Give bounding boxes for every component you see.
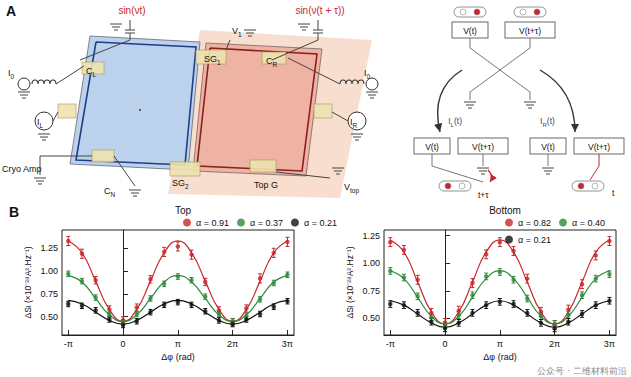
svg-text:CL: CL xyxy=(86,66,97,78)
svg-text:V(t): V(t) xyxy=(541,142,555,152)
svg-text:ΔS: ΔS xyxy=(345,307,355,319)
svg-text:t+τ: t+τ xyxy=(478,190,489,200)
svg-text:π: π xyxy=(175,339,181,349)
svg-text:IR(t): IR(t) xyxy=(540,116,555,128)
svg-text:Bottom: Bottom xyxy=(489,205,521,216)
svg-text:Top G: Top G xyxy=(254,180,278,190)
svg-text:IL: IL xyxy=(37,117,44,129)
svg-text:3π: 3π xyxy=(604,339,615,349)
svg-text:α = 0.40: α = 0.40 xyxy=(572,218,605,228)
svg-text:Vtop: Vtop xyxy=(344,182,359,195)
svg-text:V(t+τ): V(t+τ) xyxy=(472,142,494,152)
svg-text:Δφ (rad): Δφ (rad) xyxy=(161,352,194,362)
svg-text:IL(t): IL(t) xyxy=(448,116,462,128)
svg-text:0: 0 xyxy=(443,339,448,349)
svg-text:2π: 2π xyxy=(549,339,560,349)
svg-text:sin(ν(t + τ)): sin(ν(t + τ)) xyxy=(295,5,344,16)
svg-text:SG2: SG2 xyxy=(172,178,189,190)
svg-text:V(t+τ): V(t+τ) xyxy=(588,142,610,152)
svg-text:I0: I0 xyxy=(364,68,371,80)
svg-text:2π: 2π xyxy=(227,339,238,349)
svg-text:V1: V1 xyxy=(232,26,242,38)
svg-text:V(t+τ): V(t+τ) xyxy=(519,26,541,36)
svg-text:π: π xyxy=(497,339,503,349)
svg-text:-π: -π xyxy=(64,339,73,349)
svg-text:(×10⁻²⁸A².Hz⁻¹): (×10⁻²⁸A².Hz⁻¹) xyxy=(345,246,355,305)
svg-text:0.50: 0.50 xyxy=(40,312,58,322)
svg-text:t: t xyxy=(612,188,615,198)
svg-text:ΔS: ΔS xyxy=(23,307,33,319)
svg-text:3π: 3π xyxy=(282,339,293,349)
svg-text:α = 0.21: α = 0.21 xyxy=(518,235,551,245)
svg-text:A: A xyxy=(6,3,16,19)
svg-text:1.00: 1.00 xyxy=(362,258,380,268)
svg-text:α = 0.21: α = 0.21 xyxy=(304,218,337,228)
svg-text:sin(νt): sin(νt) xyxy=(118,5,145,16)
svg-text:V(t): V(t) xyxy=(425,142,439,152)
svg-text:Top: Top xyxy=(175,205,192,216)
svg-text:0.50: 0.50 xyxy=(362,313,380,323)
svg-text:-π: -π xyxy=(386,339,395,349)
svg-text:CR: CR xyxy=(266,56,278,68)
svg-text:公众号 · 二维材料前沿: 公众号 · 二维材料前沿 xyxy=(537,366,627,376)
svg-text:1.25: 1.25 xyxy=(40,243,58,253)
svg-text:(×10⁻²⁸A².Hz⁻¹): (×10⁻²⁸A².Hz⁻¹) xyxy=(23,246,33,305)
svg-text:α = 0.91: α = 0.91 xyxy=(196,218,229,228)
svg-text:IR: IR xyxy=(350,117,358,129)
svg-text:CN: CN xyxy=(104,186,116,198)
svg-text:1.25: 1.25 xyxy=(362,231,380,241)
svg-text:V(t): V(t) xyxy=(463,26,477,36)
svg-text:0: 0 xyxy=(121,339,126,349)
svg-text:1.00: 1.00 xyxy=(40,266,58,276)
svg-text:0.75: 0.75 xyxy=(40,289,58,299)
svg-text:α = 0.37: α = 0.37 xyxy=(250,218,283,228)
svg-text:Cryo Amp: Cryo Amp xyxy=(2,164,42,174)
svg-text:SG1: SG1 xyxy=(204,54,221,66)
svg-text:Δφ (rad): Δφ (rad) xyxy=(483,352,516,362)
svg-text:α = 0.82: α = 0.82 xyxy=(518,218,551,228)
svg-text:B: B xyxy=(9,204,19,220)
svg-text:I0: I0 xyxy=(8,68,15,80)
svg-text:0.75: 0.75 xyxy=(362,286,380,296)
